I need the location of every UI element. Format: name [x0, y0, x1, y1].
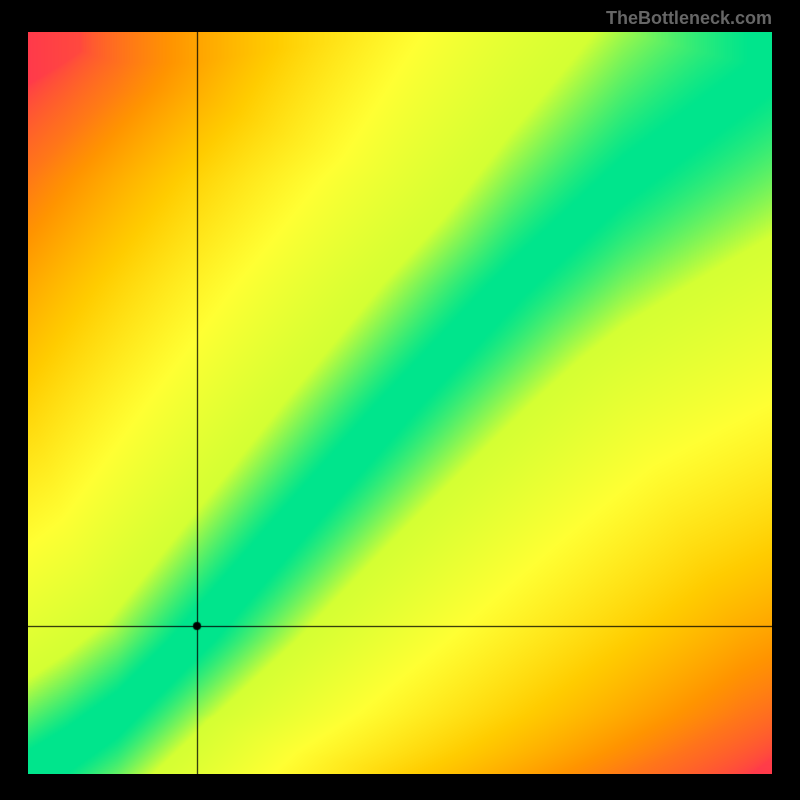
chart-container: TheBottleneck.com [0, 0, 800, 800]
watermark-text: TheBottleneck.com [606, 8, 772, 29]
bottleneck-heatmap [28, 32, 772, 774]
